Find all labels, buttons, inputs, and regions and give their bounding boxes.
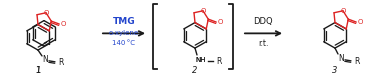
Text: 1: 1 xyxy=(35,66,41,75)
Text: TMG: TMG xyxy=(113,17,135,26)
Text: o-xylene: o-xylene xyxy=(109,30,139,36)
Text: 3: 3 xyxy=(332,66,338,75)
Text: r.t.: r.t. xyxy=(258,39,268,48)
Text: O: O xyxy=(358,19,363,25)
Text: NH: NH xyxy=(196,57,206,63)
Text: R: R xyxy=(354,57,360,66)
Text: O: O xyxy=(43,10,49,16)
Text: O: O xyxy=(200,8,206,14)
Text: N: N xyxy=(338,54,344,63)
Text: R: R xyxy=(58,58,64,67)
Text: N: N xyxy=(42,55,48,64)
Text: 1: 1 xyxy=(36,66,40,75)
Text: O: O xyxy=(340,8,346,14)
Text: R: R xyxy=(216,57,222,66)
Text: DDQ: DDQ xyxy=(253,17,273,26)
Text: O: O xyxy=(60,21,66,27)
Text: NH: NH xyxy=(196,57,206,63)
Text: 2: 2 xyxy=(192,66,198,75)
Text: O: O xyxy=(218,19,223,25)
Text: 140 °C: 140 °C xyxy=(113,40,135,46)
